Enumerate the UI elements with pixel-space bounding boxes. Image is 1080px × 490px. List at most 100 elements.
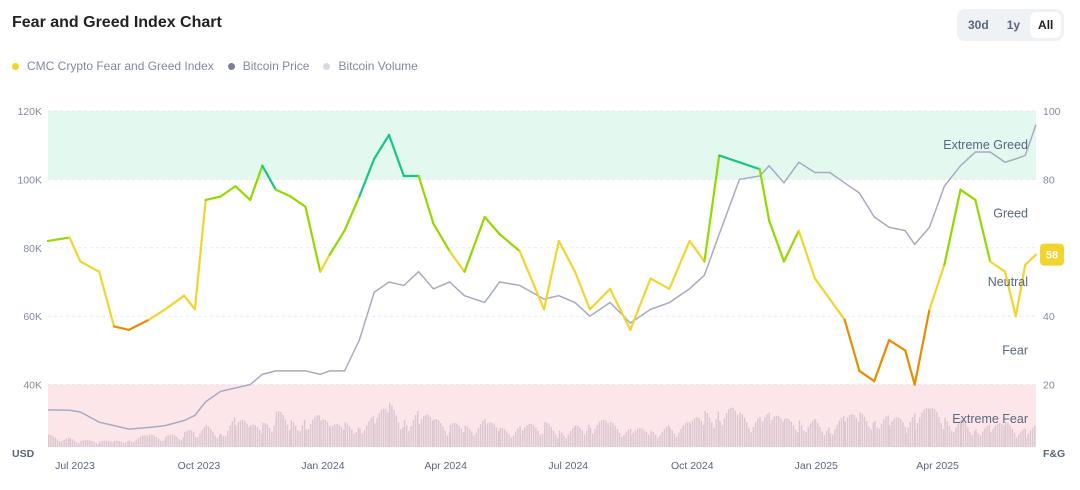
volume-bar bbox=[178, 438, 180, 447]
volume-bar bbox=[139, 436, 142, 447]
volume-bar bbox=[1011, 428, 1013, 447]
range-1y-button[interactable]: 1y bbox=[1006, 18, 1021, 32]
volume-bar bbox=[803, 430, 805, 447]
current-value-badge bbox=[1040, 243, 1064, 266]
volume-bar bbox=[448, 432, 451, 447]
legend-price[interactable]: Bitcoin Price bbox=[227, 59, 310, 73]
volume-bar bbox=[788, 419, 790, 447]
volume-bar bbox=[702, 424, 705, 447]
volume-bar bbox=[783, 418, 786, 447]
fng-line-segment bbox=[432, 222, 451, 253]
volume-bar bbox=[380, 409, 383, 447]
fng-line-segment bbox=[828, 298, 846, 321]
volume-bar bbox=[344, 422, 346, 447]
fng-line-segment bbox=[204, 195, 222, 202]
range-30d-button[interactable]: 30d bbox=[968, 18, 989, 32]
fng-line-segment bbox=[1024, 253, 1038, 266]
volume-bar bbox=[190, 430, 193, 447]
volume-bar bbox=[1027, 433, 1029, 447]
volume-bar bbox=[431, 420, 434, 447]
volume-bar bbox=[227, 430, 229, 447]
volume-bar bbox=[338, 424, 340, 447]
volume-bar bbox=[530, 423, 533, 447]
volume-bar bbox=[942, 428, 945, 447]
volume-bar bbox=[572, 427, 574, 447]
volume-bar bbox=[537, 430, 539, 447]
volume-bar bbox=[842, 416, 845, 447]
volume-bar bbox=[135, 439, 137, 447]
volume-bar bbox=[797, 432, 799, 447]
range-all-button[interactable]: All bbox=[1030, 12, 1062, 38]
volume-bar bbox=[205, 425, 208, 447]
volume-bar bbox=[632, 432, 634, 447]
fng-line-segment bbox=[738, 161, 761, 171]
legend-volume[interactable]: Bitcoin Volume bbox=[323, 59, 418, 73]
volume-bar bbox=[368, 421, 370, 447]
volume-bar bbox=[929, 408, 931, 447]
volume-bar bbox=[97, 444, 100, 447]
volume-bar bbox=[673, 433, 676, 447]
volume-bar bbox=[948, 425, 951, 447]
volume-bar bbox=[900, 419, 902, 447]
volume-bar bbox=[314, 416, 316, 447]
volume-bar bbox=[1009, 425, 1011, 447]
volume-bar bbox=[91, 440, 93, 447]
volume-bar bbox=[866, 421, 868, 447]
volume-bar bbox=[734, 410, 737, 447]
volume-bar bbox=[730, 407, 732, 447]
volume-bar bbox=[101, 441, 103, 447]
volume-bar bbox=[506, 431, 508, 447]
fng-line-segment bbox=[98, 270, 116, 328]
range-selector: 30d 1y All bbox=[957, 9, 1065, 41]
volume-bar bbox=[723, 418, 726, 447]
volume-bar bbox=[838, 420, 840, 447]
volume-bar bbox=[454, 422, 456, 447]
volume-bar bbox=[798, 420, 801, 447]
volume-bar bbox=[216, 437, 219, 447]
volume-bar bbox=[689, 424, 691, 447]
volume-bar bbox=[264, 422, 266, 447]
volume-bar bbox=[895, 417, 898, 447]
volume-bar bbox=[855, 417, 858, 447]
volume-bar bbox=[814, 419, 817, 447]
volume-bar bbox=[252, 424, 254, 447]
volume-bar bbox=[668, 425, 670, 447]
volume-bar bbox=[157, 438, 160, 447]
volume-bar bbox=[218, 434, 221, 447]
volume-bar bbox=[610, 421, 612, 447]
volume-bar bbox=[618, 432, 621, 447]
volume-bar bbox=[169, 434, 172, 447]
volume-bar bbox=[524, 427, 526, 447]
volume-bar bbox=[378, 413, 380, 447]
volume-bar bbox=[131, 442, 133, 447]
volume-bar bbox=[246, 423, 248, 447]
volume-bar bbox=[627, 430, 630, 447]
volume-bar bbox=[514, 431, 517, 447]
volume-bar bbox=[460, 428, 463, 447]
legend-dot-icon bbox=[12, 62, 19, 70]
volume-bar bbox=[477, 428, 480, 447]
volume-bar bbox=[771, 419, 773, 447]
fng-line-segment bbox=[328, 229, 346, 256]
legend-label: Bitcoin Price bbox=[242, 59, 310, 73]
volume-bar bbox=[365, 425, 368, 447]
volume-bar bbox=[750, 432, 752, 447]
current-value-label: 58 bbox=[1046, 250, 1058, 262]
volume-bar bbox=[89, 440, 91, 447]
volume-bar bbox=[964, 423, 967, 447]
volume-bar bbox=[188, 430, 190, 447]
volume-bar bbox=[125, 442, 127, 447]
volume-bar bbox=[1003, 425, 1005, 447]
volume-bar bbox=[176, 436, 178, 447]
volume-bar bbox=[919, 417, 921, 447]
volume-bar bbox=[959, 420, 962, 447]
volume-bar bbox=[586, 430, 588, 447]
legend-dot-icon bbox=[323, 62, 331, 70]
volume-bar bbox=[393, 409, 395, 447]
volume-bar bbox=[1007, 423, 1009, 447]
legend-fng[interactable]: CMC Crypto Fear and Greed Index bbox=[12, 59, 214, 73]
fng-line-segment bbox=[588, 287, 612, 311]
volume-bar bbox=[962, 420, 965, 447]
fng-line-segment bbox=[904, 349, 916, 386]
